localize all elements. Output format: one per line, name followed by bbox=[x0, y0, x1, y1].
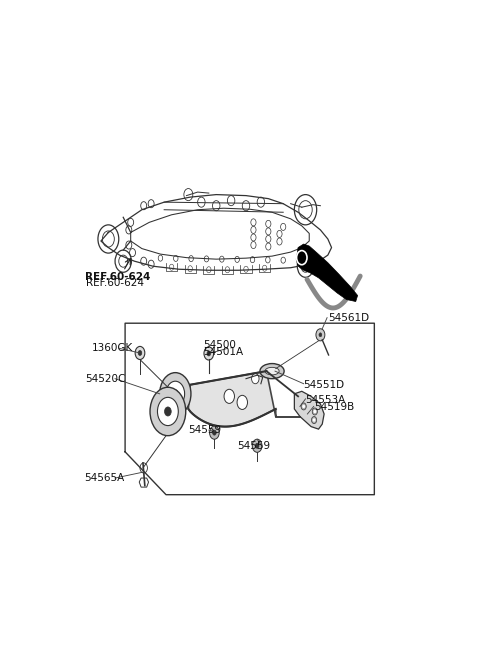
Circle shape bbox=[165, 407, 171, 416]
Text: 54500: 54500 bbox=[203, 340, 236, 350]
Circle shape bbox=[301, 403, 306, 410]
Circle shape bbox=[210, 426, 219, 440]
Polygon shape bbox=[296, 244, 358, 301]
Text: 54551D: 54551D bbox=[304, 380, 345, 390]
Circle shape bbox=[297, 251, 307, 265]
Circle shape bbox=[138, 350, 142, 356]
Circle shape bbox=[224, 389, 234, 403]
Circle shape bbox=[166, 381, 185, 406]
Text: REF.60-624: REF.60-624 bbox=[86, 278, 144, 288]
Ellipse shape bbox=[265, 367, 279, 375]
Ellipse shape bbox=[260, 364, 284, 379]
Circle shape bbox=[312, 417, 317, 424]
Circle shape bbox=[150, 387, 186, 436]
Circle shape bbox=[252, 373, 259, 384]
Text: 54520C: 54520C bbox=[85, 374, 126, 384]
Circle shape bbox=[160, 373, 191, 415]
Text: 54565A: 54565A bbox=[84, 473, 124, 483]
Circle shape bbox=[313, 419, 315, 421]
Circle shape bbox=[316, 329, 325, 341]
Circle shape bbox=[172, 390, 178, 398]
Polygon shape bbox=[188, 371, 276, 426]
Text: 54561D: 54561D bbox=[328, 313, 369, 323]
Polygon shape bbox=[294, 391, 324, 429]
Text: REF.60-624: REF.60-624 bbox=[85, 272, 151, 282]
Circle shape bbox=[213, 430, 216, 435]
Text: 54553A: 54553A bbox=[305, 395, 346, 405]
Text: 54559: 54559 bbox=[188, 425, 221, 435]
Text: 1360GK: 1360GK bbox=[92, 343, 133, 354]
Circle shape bbox=[319, 333, 322, 337]
Circle shape bbox=[255, 443, 259, 448]
Circle shape bbox=[314, 411, 315, 413]
Circle shape bbox=[204, 347, 214, 360]
Circle shape bbox=[157, 398, 178, 426]
Circle shape bbox=[237, 396, 248, 409]
Circle shape bbox=[303, 405, 304, 407]
Circle shape bbox=[312, 408, 317, 415]
Circle shape bbox=[252, 440, 262, 453]
Circle shape bbox=[135, 346, 145, 360]
Circle shape bbox=[207, 351, 211, 356]
Text: 54519B: 54519B bbox=[314, 402, 354, 413]
Text: 54501A: 54501A bbox=[203, 347, 243, 357]
Text: 54559: 54559 bbox=[237, 441, 270, 451]
